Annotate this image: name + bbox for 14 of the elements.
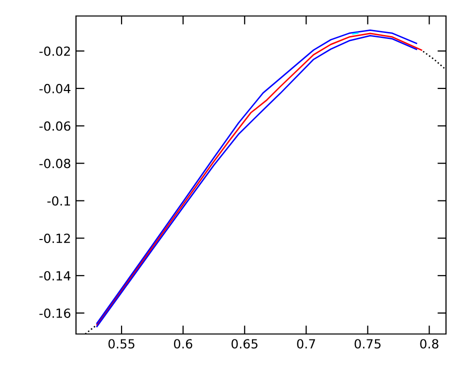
x-tick-label: 0.55 (108, 339, 134, 349)
y-tick-label: -0.12 (39, 234, 70, 244)
y-tick-label: -0.02 (39, 46, 70, 56)
x-tick-label: 0.6 (174, 339, 192, 349)
x-tick-label: 0.7 (297, 339, 316, 349)
x-tick-label: 0.65 (232, 339, 258, 349)
y-tick-label: -0.1 (47, 196, 70, 206)
y-tick-label: -0.04 (39, 84, 70, 94)
x-tick-label: 0.8 (420, 339, 438, 349)
y-tick-label: -0.14 (39, 271, 70, 281)
y-tick-label: -0.06 (39, 121, 70, 131)
y-tick-label: -0.08 (39, 158, 70, 168)
y-tick-label: -0.16 (39, 308, 70, 318)
x-tick-label: 0.75 (354, 339, 381, 349)
